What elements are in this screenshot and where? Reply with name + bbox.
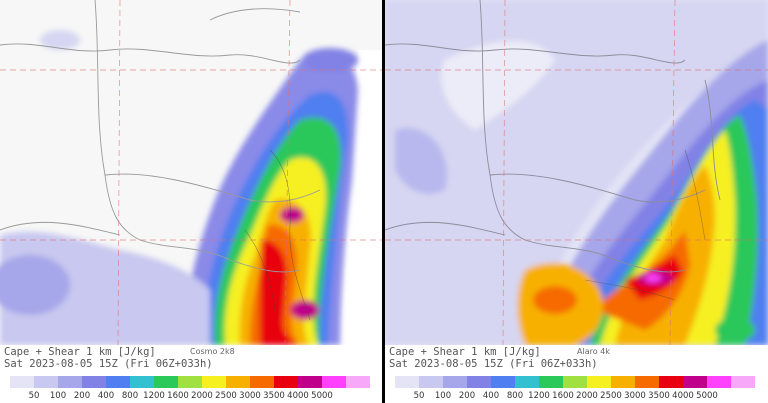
legend-label: 3500 xyxy=(263,391,285,401)
legend-label: 4000 xyxy=(287,391,309,401)
legend-swatch xyxy=(298,376,322,388)
legend-swatch xyxy=(250,376,274,388)
legend-swatch xyxy=(419,376,443,388)
legend-swatch xyxy=(274,376,298,388)
legend-swatch xyxy=(683,376,707,388)
legend-label: 400 xyxy=(482,391,500,401)
legend-label: 5000 xyxy=(311,391,333,401)
legend-swatch xyxy=(130,376,154,388)
legend-swatch xyxy=(539,376,563,388)
legend-label: 3000 xyxy=(624,391,646,401)
legend-label: 200 xyxy=(458,391,476,401)
legend-label: 2000 xyxy=(576,391,598,401)
legend-label: 800 xyxy=(506,391,524,401)
right-valid-time: Sat 2023-08-05 15Z (Fri 06Z+033h) xyxy=(389,358,598,370)
legend-label: 1200 xyxy=(143,391,165,401)
legend-swatch xyxy=(587,376,611,388)
left-map-caption: Cape + Shear 1 km [J/kg] Cosmo 2k8 Sat 2… xyxy=(0,345,383,371)
left-model-name: Cosmo 2k8 xyxy=(190,347,235,356)
legend-swatch xyxy=(58,376,82,388)
left-valid-time: Sat 2023-08-05 15Z (Fri 06Z+033h) xyxy=(4,358,213,370)
legend-swatch xyxy=(154,376,178,388)
legend-label: 50 xyxy=(413,391,425,401)
left-cape-map xyxy=(0,0,383,345)
legend-swatch xyxy=(202,376,226,388)
legend-swatch xyxy=(515,376,539,388)
legend-label: 1200 xyxy=(528,391,550,401)
legend-label: 2500 xyxy=(215,391,237,401)
legend-swatch xyxy=(322,376,346,388)
legend-swatch xyxy=(707,376,731,388)
right-legend-swatches xyxy=(395,376,755,388)
legend-label: 3500 xyxy=(648,391,670,401)
legend-swatch xyxy=(178,376,202,388)
right-model-name: Alaro 4k xyxy=(577,347,610,356)
legend-swatch xyxy=(346,376,370,388)
right-color-legend: 50 100 200 400 800 1200 1600 2000 2500 3000 3500 40… xyxy=(385,371,768,403)
legend-label: 800 xyxy=(121,391,139,401)
right-map-panel: Cape + Shear 1 km [J/kg] Alaro 4k Sat 20… xyxy=(385,0,768,403)
legend-label: 2500 xyxy=(600,391,622,401)
legend-label: 1600 xyxy=(552,391,574,401)
left-map-panel: Cape + Shear 1 km [J/kg] Cosmo 2k8 Sat 2… xyxy=(0,0,383,403)
legend-swatch xyxy=(226,376,250,388)
legend-label: 2000 xyxy=(191,391,213,401)
legend-swatch xyxy=(467,376,491,388)
right-map-caption: Cape + Shear 1 km [J/kg] Alaro 4k Sat 20… xyxy=(385,345,768,371)
right-product-title: Cape + Shear 1 km [J/kg] xyxy=(389,346,541,358)
legend-label: 4000 xyxy=(672,391,694,401)
left-legend-labels: 50 100 200 400 800 1200 1600 2000 2500 3000 3500 40… xyxy=(10,391,380,403)
legend-swatch xyxy=(611,376,635,388)
legend-label: 100 xyxy=(434,391,452,401)
legend-label: 200 xyxy=(73,391,91,401)
legend-label: 400 xyxy=(97,391,115,401)
panel-divider xyxy=(382,0,386,403)
legend-swatch xyxy=(635,376,659,388)
legend-label: 50 xyxy=(28,391,40,401)
right-legend-labels: 50 100 200 400 800 1200 1600 2000 2500 3000 3500 40… xyxy=(395,391,765,403)
legend-label: 5000 xyxy=(696,391,718,401)
left-color-legend: 50 100 200 400 800 1200 1600 2000 2500 3000 3500 40… xyxy=(0,371,383,403)
legend-swatch xyxy=(563,376,587,388)
left-legend-swatches xyxy=(10,376,370,388)
legend-swatch xyxy=(731,376,755,388)
legend-swatch xyxy=(82,376,106,388)
legend-swatch xyxy=(10,376,34,388)
legend-label: 100 xyxy=(49,391,67,401)
legend-label: 3000 xyxy=(239,391,261,401)
legend-label: 1600 xyxy=(167,391,189,401)
left-product-title: Cape + Shear 1 km [J/kg] xyxy=(4,346,156,358)
right-cape-map xyxy=(385,0,768,345)
legend-swatch xyxy=(106,376,130,388)
legend-swatch xyxy=(491,376,515,388)
legend-swatch xyxy=(395,376,419,388)
legend-swatch xyxy=(443,376,467,388)
legend-swatch xyxy=(34,376,58,388)
legend-swatch xyxy=(659,376,683,388)
